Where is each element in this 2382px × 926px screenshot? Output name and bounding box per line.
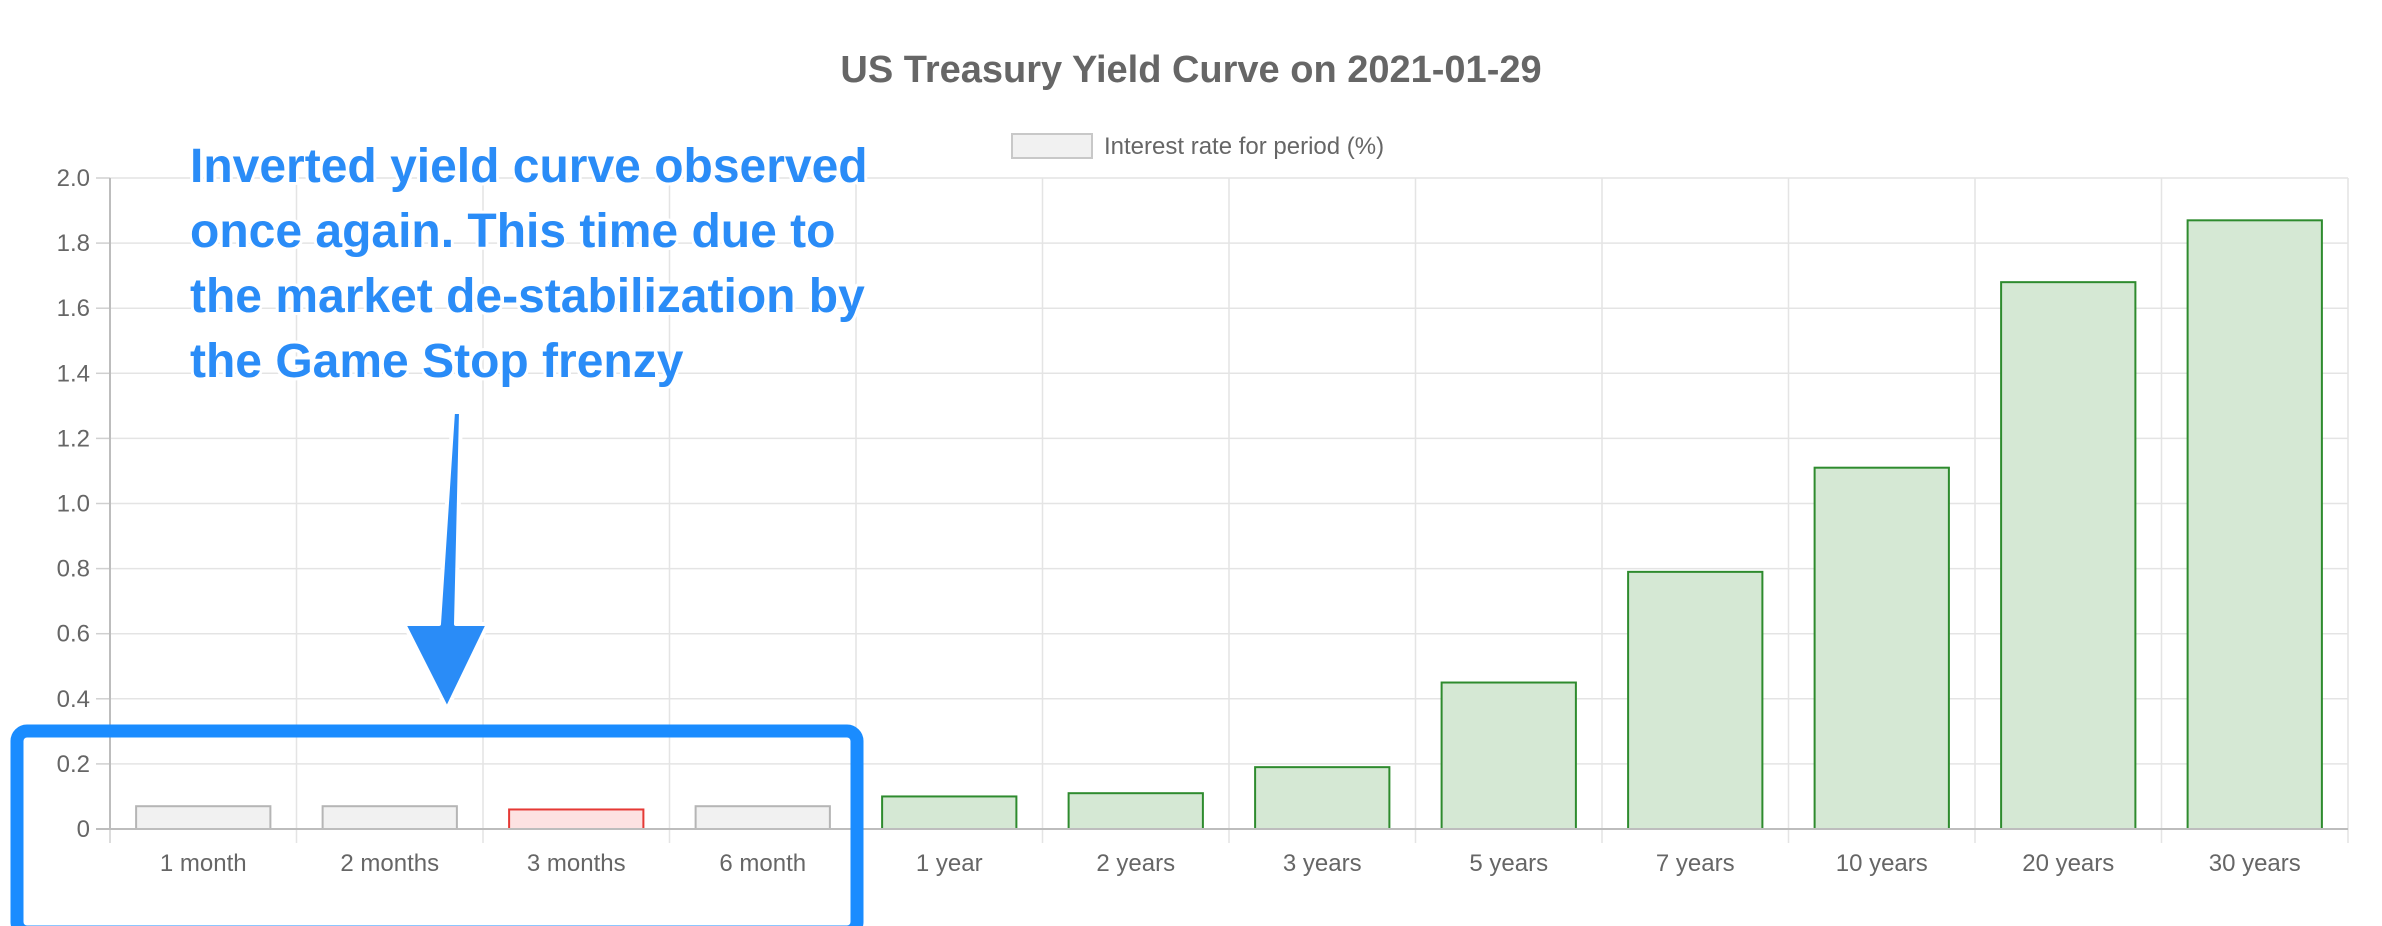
y-tick-label: 0 [77, 816, 90, 843]
y-tick-label: 1.0 [57, 491, 90, 518]
annotation-line-4: the Game Stop frenzy [190, 335, 684, 388]
y-tick-label: 1.8 [57, 230, 90, 257]
x-axis-ticks: 1 month 2 months 3 months 6 month 1 year 2 ye… [160, 850, 2301, 877]
axes [96, 178, 2348, 830]
bar-2-months [321, 805, 458, 831]
x-tick-label: 2 months [340, 850, 439, 877]
x-tick-label: 5 years [1469, 850, 1548, 877]
bar-5-years [1440, 681, 1577, 831]
y-tick-label: 0.2 [57, 751, 90, 778]
y-axis-ticks: 0 0.2 0.4 0.6 0.8 1.0 1.2 1.4 1.6 1.8 2.0 [57, 165, 110, 843]
legend-label: Interest rate for period (%) [1104, 133, 1384, 160]
x-tick-label: 6 month [719, 850, 806, 877]
x-tick-label: 1 month [160, 850, 247, 877]
x-tick-label: 30 years [2209, 850, 2301, 877]
x-tick-label: 3 months [527, 850, 626, 877]
bar-3-months [508, 808, 645, 830]
x-tick-label: 3 years [1283, 850, 1362, 877]
y-tick-label: 1.6 [57, 295, 90, 322]
highlight-box [10, 724, 864, 926]
annotation-line-1: Inverted yield curve observed [190, 140, 868, 193]
legend-swatch [1011, 133, 1093, 159]
annotation-line-3: the market de-stabilization by [190, 270, 865, 323]
bar-7-years [1627, 570, 1764, 830]
bar-10-years [1813, 466, 1950, 830]
x-tick-label: 20 years [2022, 850, 2114, 877]
bar-1-month [135, 805, 272, 831]
y-tick-label: 2.0 [57, 165, 90, 192]
bar-20-years [2000, 281, 2137, 831]
y-tick-label: 1.4 [57, 360, 90, 387]
y-tick-label: 0.4 [57, 686, 90, 713]
annotation-arrow [402, 410, 490, 711]
y-tick-label: 0.8 [57, 556, 90, 583]
x-tick-label: 7 years [1656, 850, 1735, 877]
chart-title: US Treasury Yield Curve on 2021-01-29 [840, 49, 1541, 91]
bar-2-years [1067, 792, 1204, 831]
x-tick-label: 10 years [1836, 850, 1928, 877]
annotation-line-2: once again. This time due to [190, 205, 835, 258]
bar-6-month [694, 805, 831, 831]
x-tick-label: 1 year [916, 850, 983, 877]
y-tick-label: 1.2 [57, 425, 90, 452]
bars [135, 219, 2323, 831]
y-tick-label: 0.6 [57, 621, 90, 648]
x-tick-label: 2 years [1096, 850, 1175, 877]
bar-30-years [2186, 219, 2323, 830]
bar-3-years [1254, 766, 1391, 831]
bar-1-year [881, 795, 1018, 831]
